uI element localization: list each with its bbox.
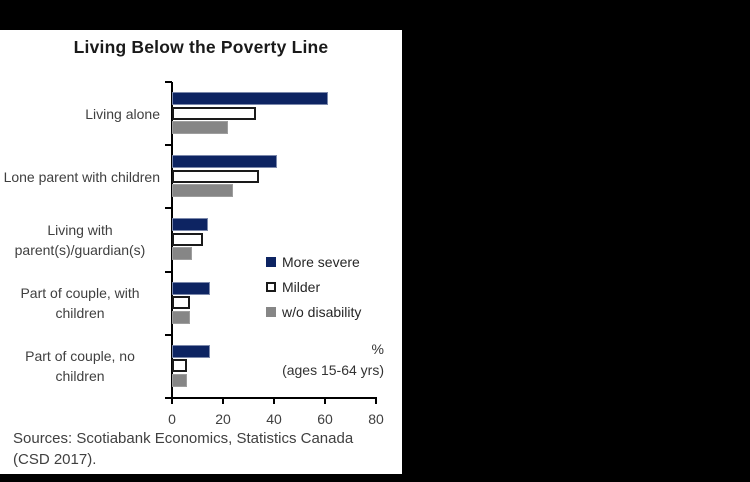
source-note: Sources: Scotiabank Economics, Statistic… [13, 428, 395, 470]
category-label: Part of couple, no children [25, 348, 135, 385]
x-axis-tick [171, 399, 173, 404]
chart-title: Living Below the Poverty Line [73, 37, 329, 57]
y-axis-category-tick [165, 333, 172, 336]
x-axis-tick [273, 399, 275, 404]
y-axis-category-tick [165, 270, 172, 273]
y-axis-category-tick [165, 144, 172, 147]
legend-marker-more-severe [266, 257, 276, 267]
bar-w-o-disability [172, 184, 234, 198]
category-label: Part of couple, with children [20, 285, 140, 322]
x-axis-tick [324, 399, 326, 404]
axis-unit-note-line1: % [371, 341, 384, 357]
legend-marker-w-o-disability [266, 307, 276, 317]
bar-milder [172, 169, 259, 183]
bar-more-severe [172, 218, 208, 232]
legend: More severe Milder w/o disability [266, 253, 361, 328]
bar-w-o-disability [172, 373, 188, 387]
source-note-line1: Sources: Scotiabank Economics, Statistic… [13, 430, 354, 447]
bar-more-severe [172, 155, 277, 169]
bar-w-o-disability [172, 310, 190, 324]
x-axis-tick [375, 399, 377, 404]
bar-more-severe [172, 92, 328, 105]
category-label: Living alone [85, 105, 160, 122]
x-axis-tick-label: 40 [266, 411, 282, 427]
bar-milder [172, 232, 203, 246]
y-axis-category-tick [165, 81, 172, 83]
legend-item: More severe [266, 253, 361, 271]
legend-label: w/o disability [282, 304, 362, 320]
bar-milder [172, 359, 188, 373]
chart-panel: Living Below the Poverty Line Living alo… [0, 30, 402, 474]
x-axis-tick-label: 20 [215, 411, 231, 427]
legend-item: Milder [266, 278, 361, 296]
x-axis-tick-label: 80 [368, 411, 384, 427]
x-axis-tick-label: 60 [317, 411, 333, 427]
y-axis-category-tick [165, 207, 172, 210]
bar-milder [172, 106, 257, 120]
axis-unit-note-line2: (ages 15-64 yrs) [282, 362, 384, 378]
legend-marker-milder [266, 282, 276, 292]
x-axis-tick-label: 0 [168, 411, 176, 427]
legend-label: Milder [282, 279, 321, 295]
bar-milder [172, 296, 190, 310]
source-note-line2: (CSD 2017). [13, 451, 97, 468]
legend-label: More severe [282, 254, 360, 270]
x-axis-tick [222, 399, 224, 404]
axis-unit-note: % (ages 15-64 yrs) [282, 339, 384, 381]
plot-area: Living alone Lone parent with children Liv… [0, 30, 402, 474]
bar-w-o-disability [172, 247, 193, 261]
category-label: Living with parent(s)/guardian(s) [14, 221, 146, 258]
bar-more-severe [172, 281, 211, 295]
category-label: Lone parent with children [3, 168, 160, 185]
bar-more-severe [172, 344, 211, 358]
bar-w-o-disability [172, 121, 229, 134]
x-axis-line [171, 397, 377, 399]
y-axis-category-tick [165, 397, 172, 399]
legend-item: w/o disability [266, 303, 361, 321]
